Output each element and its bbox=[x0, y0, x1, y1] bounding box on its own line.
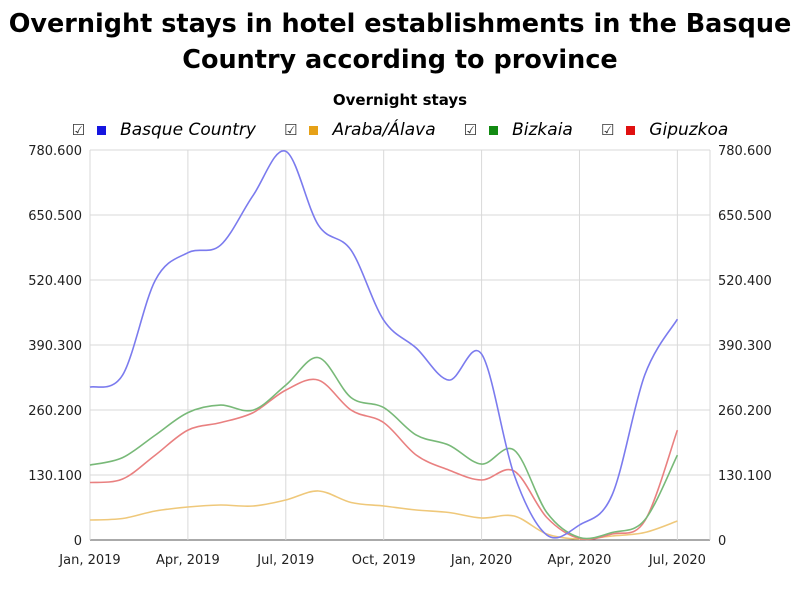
legend-label-basque-country: Basque Country bbox=[120, 120, 256, 140]
x-tick-label: Apr, 2020 bbox=[548, 553, 612, 568]
y-tick-label-left: 130.100 bbox=[28, 469, 82, 484]
y-tick-label-left: 650.500 bbox=[28, 209, 82, 224]
checkbox-icon[interactable]: ☑ bbox=[283, 121, 298, 139]
chart-title-line1: Overnight stays in hotel establishments … bbox=[8, 9, 792, 39]
series-line-bizkaia bbox=[89, 356, 679, 540]
y-tick-label-right: 130.100 bbox=[718, 469, 772, 484]
checkbox-icon[interactable]: ☑ bbox=[71, 121, 86, 139]
y-tick-label-left: 780.600 bbox=[28, 144, 82, 159]
x-tick-label: Apr, 2019 bbox=[156, 553, 220, 568]
y-tick-label-right: 650.500 bbox=[718, 209, 772, 224]
legend-swatch-araba-alava bbox=[309, 125, 319, 135]
checkbox-icon[interactable]: ☑ bbox=[463, 121, 478, 139]
y-tick-label-right: 520.400 bbox=[718, 274, 772, 289]
series-line-basque-country bbox=[89, 150, 679, 539]
legend-item-basque-country[interactable]: ☑ Basque Country bbox=[72, 120, 256, 140]
legend-item-bizkaia[interactable]: ☑ Bizkaia bbox=[464, 120, 573, 140]
chart-title-line2: Country according to province bbox=[182, 45, 618, 75]
y-tick-label-right: 0 bbox=[718, 534, 726, 549]
legend-label-bizkaia: Bizkaia bbox=[512, 120, 573, 140]
legend-label-araba-alava: Araba/Álava bbox=[332, 120, 436, 140]
y-tick-label-right: 780.600 bbox=[718, 144, 772, 159]
chart-title: Overnight stays in hotel establishments … bbox=[0, 6, 800, 78]
y-tick-label-left: 390.300 bbox=[28, 339, 82, 354]
x-tick-label: Jan, 2019 bbox=[58, 553, 120, 568]
y-tick-label-right: 260.200 bbox=[718, 404, 772, 419]
legend-swatch-basque-country bbox=[97, 125, 107, 135]
chart-subtitle: Overnight stays bbox=[332, 91, 468, 109]
y-tick-label-left: 0 bbox=[74, 534, 82, 549]
y-tick-label-left: 260.200 bbox=[28, 404, 82, 419]
legend-swatch-gipuzkoa bbox=[626, 125, 636, 135]
x-tick-label: Jul, 2020 bbox=[648, 553, 706, 568]
x-tick-label: Oct, 2019 bbox=[352, 553, 416, 568]
series-line-gipuzkoa bbox=[89, 378, 679, 541]
y-tick-label-left: 520.400 bbox=[28, 274, 82, 289]
legend-label-gipuzkoa: Gipuzkoa bbox=[649, 120, 729, 140]
y-tick-label-right: 390.300 bbox=[718, 339, 772, 354]
legend-item-gipuzkoa[interactable]: ☑ Gipuzkoa bbox=[601, 120, 729, 140]
x-tick-label: Jan, 2020 bbox=[450, 553, 512, 568]
x-tick-label: Jul, 2019 bbox=[256, 553, 314, 568]
checkbox-icon[interactable]: ☑ bbox=[600, 121, 615, 139]
legend: ☑ Basque Country ☑ Araba/Álava ☑ Bizkaia… bbox=[0, 120, 800, 140]
legend-swatch-bizkaia bbox=[489, 125, 499, 135]
legend-item-araba-alava[interactable]: ☑ Araba/Álava bbox=[284, 120, 436, 140]
